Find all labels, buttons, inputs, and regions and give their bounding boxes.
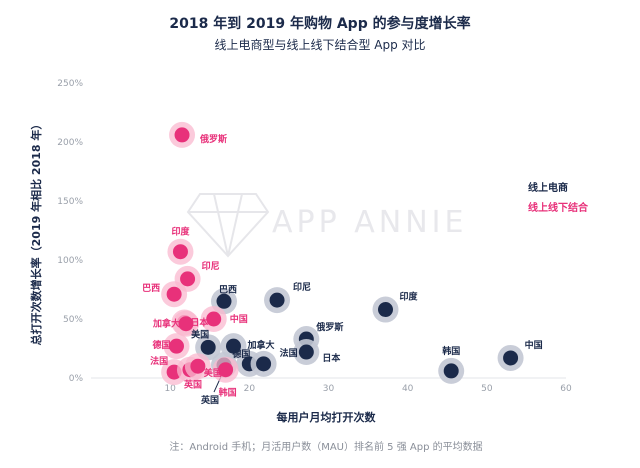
point-label: 中国: [525, 339, 543, 351]
data-point: [212, 356, 239, 383]
point-label: 韩国: [442, 345, 460, 357]
x-tick-label: 60: [560, 384, 572, 394]
legend-online: 线上电商: [528, 181, 568, 194]
legend-omnichannel: 线上线下结合: [528, 201, 589, 214]
point-marker: [200, 339, 216, 355]
point-marker: [169, 338, 184, 354]
point-marker: [178, 316, 194, 332]
x-tick-label: 40: [402, 384, 414, 394]
chart-subtitle: 线上电商型与线上线下结合型 App 对比: [214, 37, 425, 52]
point-label: 英国: [200, 394, 219, 406]
point-marker: [190, 358, 206, 374]
point-marker: [378, 302, 393, 318]
y-tick-label: 0%: [69, 374, 84, 384]
point-label: 德国: [152, 339, 170, 351]
point-marker: [226, 338, 241, 354]
legend: 线上电商 线上线下结合: [528, 181, 589, 214]
point-label: 印度: [400, 291, 419, 303]
watermark: APP ANNIE: [186, 193, 467, 258]
y-tick-label: 250%: [57, 79, 83, 89]
diamond-icon: [186, 193, 270, 258]
point-marker: [180, 271, 196, 287]
point-label: 法国: [280, 347, 298, 359]
y-tick-label: 150%: [57, 197, 83, 207]
data-point: [438, 357, 465, 384]
point-label: 日本: [190, 317, 209, 329]
point-label: 中国: [230, 313, 248, 325]
data-point: [184, 353, 211, 380]
point-label: 巴西: [219, 284, 237, 295]
y-tick-label: 50%: [63, 315, 83, 325]
point-marker: [443, 363, 459, 379]
x-axis-ticks: 10 20 30 40 50 60: [164, 384, 572, 394]
point-marker: [216, 293, 232, 309]
point-marker: [172, 244, 188, 260]
scatter-points: [161, 121, 524, 386]
point-label: 韩国: [219, 387, 237, 399]
point-label: 加拿大: [152, 318, 180, 330]
data-point: [163, 333, 190, 360]
data-point: [169, 121, 196, 148]
data-point: [173, 310, 199, 337]
x-axis-title: 每用户月均打开次数: [277, 410, 377, 424]
x-tick-label: 30: [323, 384, 335, 394]
point-marker: [218, 362, 234, 378]
point-marker: [166, 286, 182, 302]
point-label: 印度: [171, 226, 190, 238]
footnote: 注：Android 手机；月活用户数（MAU）排名前 5 强 App 的平均数据: [169, 440, 482, 453]
point-label: 美国: [204, 367, 222, 379]
point-label: 德国: [232, 348, 250, 360]
data-point: [161, 281, 188, 308]
point-marker: [503, 350, 519, 366]
point-marker: [174, 127, 190, 143]
point-label: 俄罗斯: [199, 133, 227, 145]
point-label: 加拿大: [247, 339, 275, 351]
data-point: [372, 296, 399, 323]
chart-title: 2018 年到 2019 年购物 App 的参与度增长率: [169, 15, 470, 32]
point-label: 美国: [191, 328, 209, 340]
x-tick-label: 10: [164, 384, 176, 394]
data-point: [293, 339, 320, 366]
point-label: 俄罗斯: [315, 321, 343, 333]
x-tick-label: 20: [244, 384, 256, 394]
watermark-text: APP ANNIE: [272, 205, 467, 240]
y-axis-ticks: 0% 50% 100% 150% 200% 250%: [57, 79, 83, 384]
point-marker: [206, 311, 222, 327]
x-tick-label: 50: [481, 384, 493, 394]
y-axis-title: 总打开次数增长率（2019 年相比 2018 年）: [29, 119, 43, 346]
data-point: [167, 238, 194, 265]
point-marker: [298, 344, 314, 360]
y-tick-label: 200%: [57, 138, 83, 148]
point-marker: [269, 292, 285, 308]
point-label: 巴西: [142, 283, 160, 294]
point-label: 英国: [183, 379, 202, 391]
point-label: 法国: [150, 355, 168, 367]
point-label: 印尼: [202, 260, 220, 272]
point-label: 日本: [322, 352, 341, 364]
point-marker: [256, 356, 272, 372]
data-point: [497, 344, 524, 371]
data-point: [264, 287, 291, 314]
data-point: [250, 350, 277, 377]
point-label: 印尼: [293, 281, 311, 293]
y-tick-label: 100%: [57, 256, 83, 266]
data-point: [200, 306, 227, 332]
